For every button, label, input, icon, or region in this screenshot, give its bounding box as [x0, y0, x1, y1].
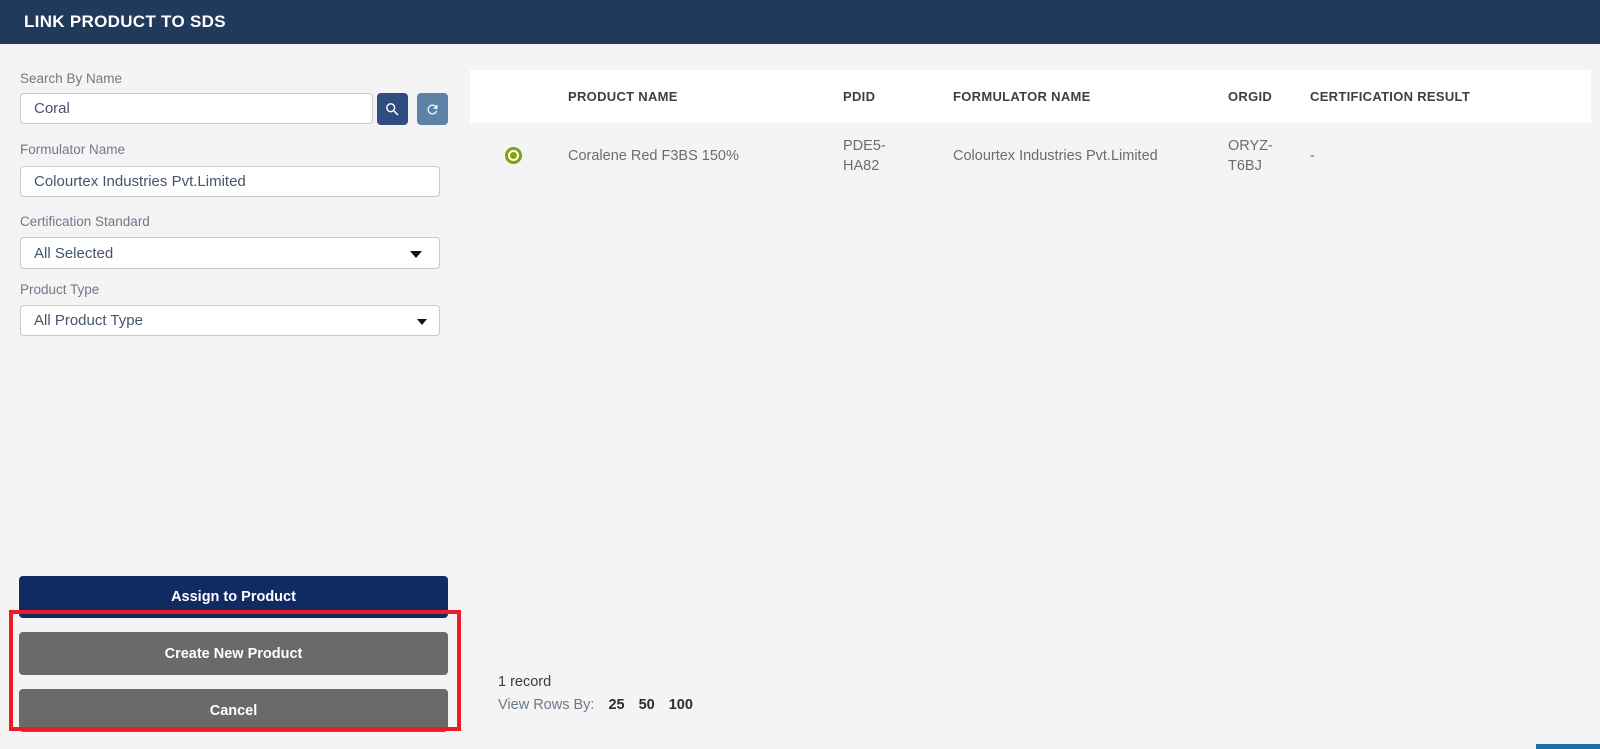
table-footer: 1 record View Rows By: 25 50 100: [498, 674, 693, 713]
cell-formulator-name: Colourtex Industries Pvt.Limited: [953, 147, 1158, 164]
product-type-value: All Product Type: [34, 312, 143, 329]
create-new-product-button[interactable]: Create New Product: [19, 632, 448, 675]
product-type-select[interactable]: All Product Type: [20, 305, 440, 336]
rows-per-page-50[interactable]: 50: [638, 697, 655, 713]
cell-product-name: Coralene Red F3BS 150%: [568, 147, 739, 164]
certification-standard-select[interactable]: All Selected: [20, 237, 440, 269]
table-row: Coralene Red F3BS 150% PDE5-HA82 Colourt…: [470, 123, 1591, 188]
row-select-radio[interactable]: [504, 147, 522, 164]
bottom-right-accent: [1536, 744, 1600, 749]
cancel-button[interactable]: Cancel: [19, 689, 448, 732]
results-table: PRODUCT NAME PDID FORMULATOR NAME ORGID …: [470, 70, 1591, 188]
assign-to-product-button[interactable]: Assign to Product: [19, 576, 448, 618]
certification-standard-value: All Selected: [34, 244, 114, 262]
filter-panel: Search By Name Formulator Name Certifica…: [0, 44, 470, 749]
radio-selected-dot: [509, 152, 517, 159]
rows-per-page-100[interactable]: 100: [668, 697, 693, 713]
topbar: LINK PRODUCT TO SDS: [0, 0, 1600, 44]
table-header-product-name: PRODUCT NAME: [568, 89, 678, 104]
view-rows-label: View Rows By:: [498, 697, 595, 713]
cell-certification-result: -: [1310, 147, 1315, 164]
certification-standard-label: Certification Standard: [20, 214, 150, 229]
chevron-down-icon: [417, 319, 427, 325]
search-input[interactable]: [20, 93, 373, 124]
table-header-orgid: ORGID: [1228, 89, 1273, 104]
formulator-name-label: Formulator Name: [20, 142, 126, 157]
chevron-down-icon: [410, 251, 422, 258]
cell-orgid: ORYZ-T6BJ: [1228, 137, 1273, 174]
search-icon: [384, 101, 401, 118]
product-type-label: Product Type: [20, 282, 100, 297]
table-header-pdid: PDID: [843, 89, 876, 104]
refresh-icon: [425, 102, 440, 117]
page-title: LINK PRODUCT TO SDS: [24, 12, 226, 31]
table-header-certification-result: CERTIFICATION RESULT: [1310, 89, 1471, 104]
search-button[interactable]: [377, 93, 408, 125]
search-by-name-label: Search By Name: [20, 71, 123, 86]
refresh-button[interactable]: [417, 93, 448, 125]
cell-pdid: PDE5-HA82: [843, 137, 886, 174]
record-count: 1 record: [498, 674, 552, 690]
table-header-formulator-name: FORMULATOR NAME: [953, 89, 1091, 104]
formulator-name-input[interactable]: [20, 166, 440, 197]
table-header-row: PRODUCT NAME PDID FORMULATOR NAME ORGID …: [470, 70, 1591, 123]
rows-per-page-25[interactable]: 25: [608, 697, 625, 713]
